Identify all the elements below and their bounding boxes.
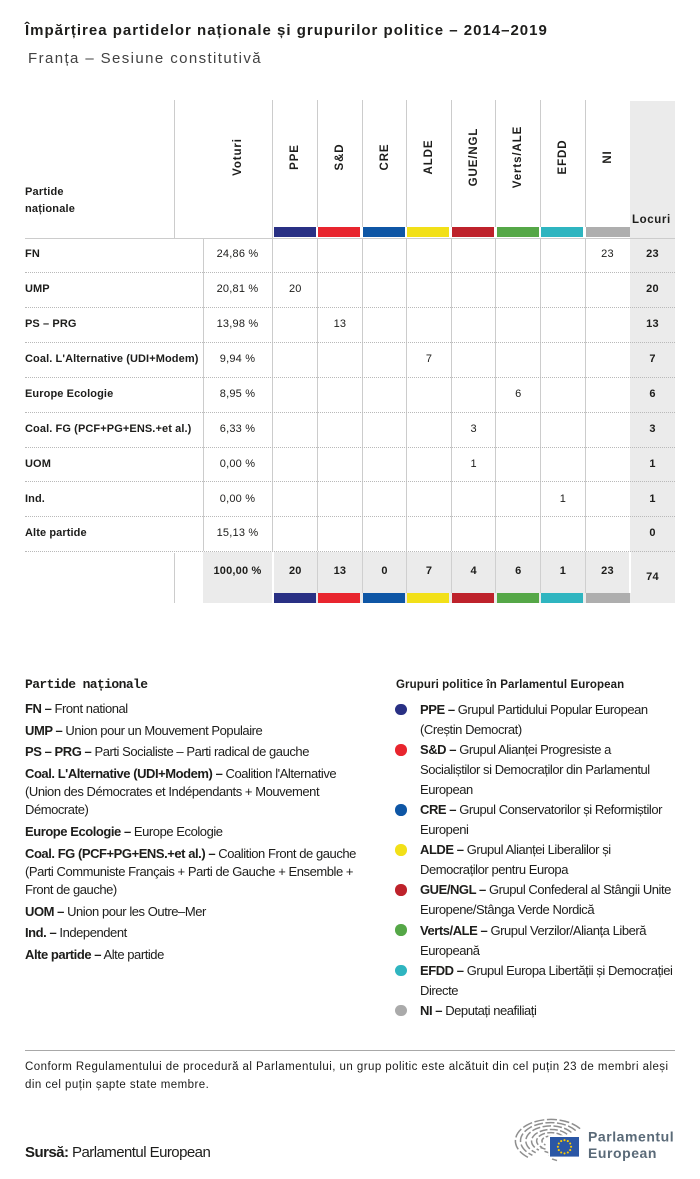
- svg-text:European: European: [588, 1145, 657, 1161]
- svg-text:Parlamentul: Parlamentul: [588, 1128, 674, 1144]
